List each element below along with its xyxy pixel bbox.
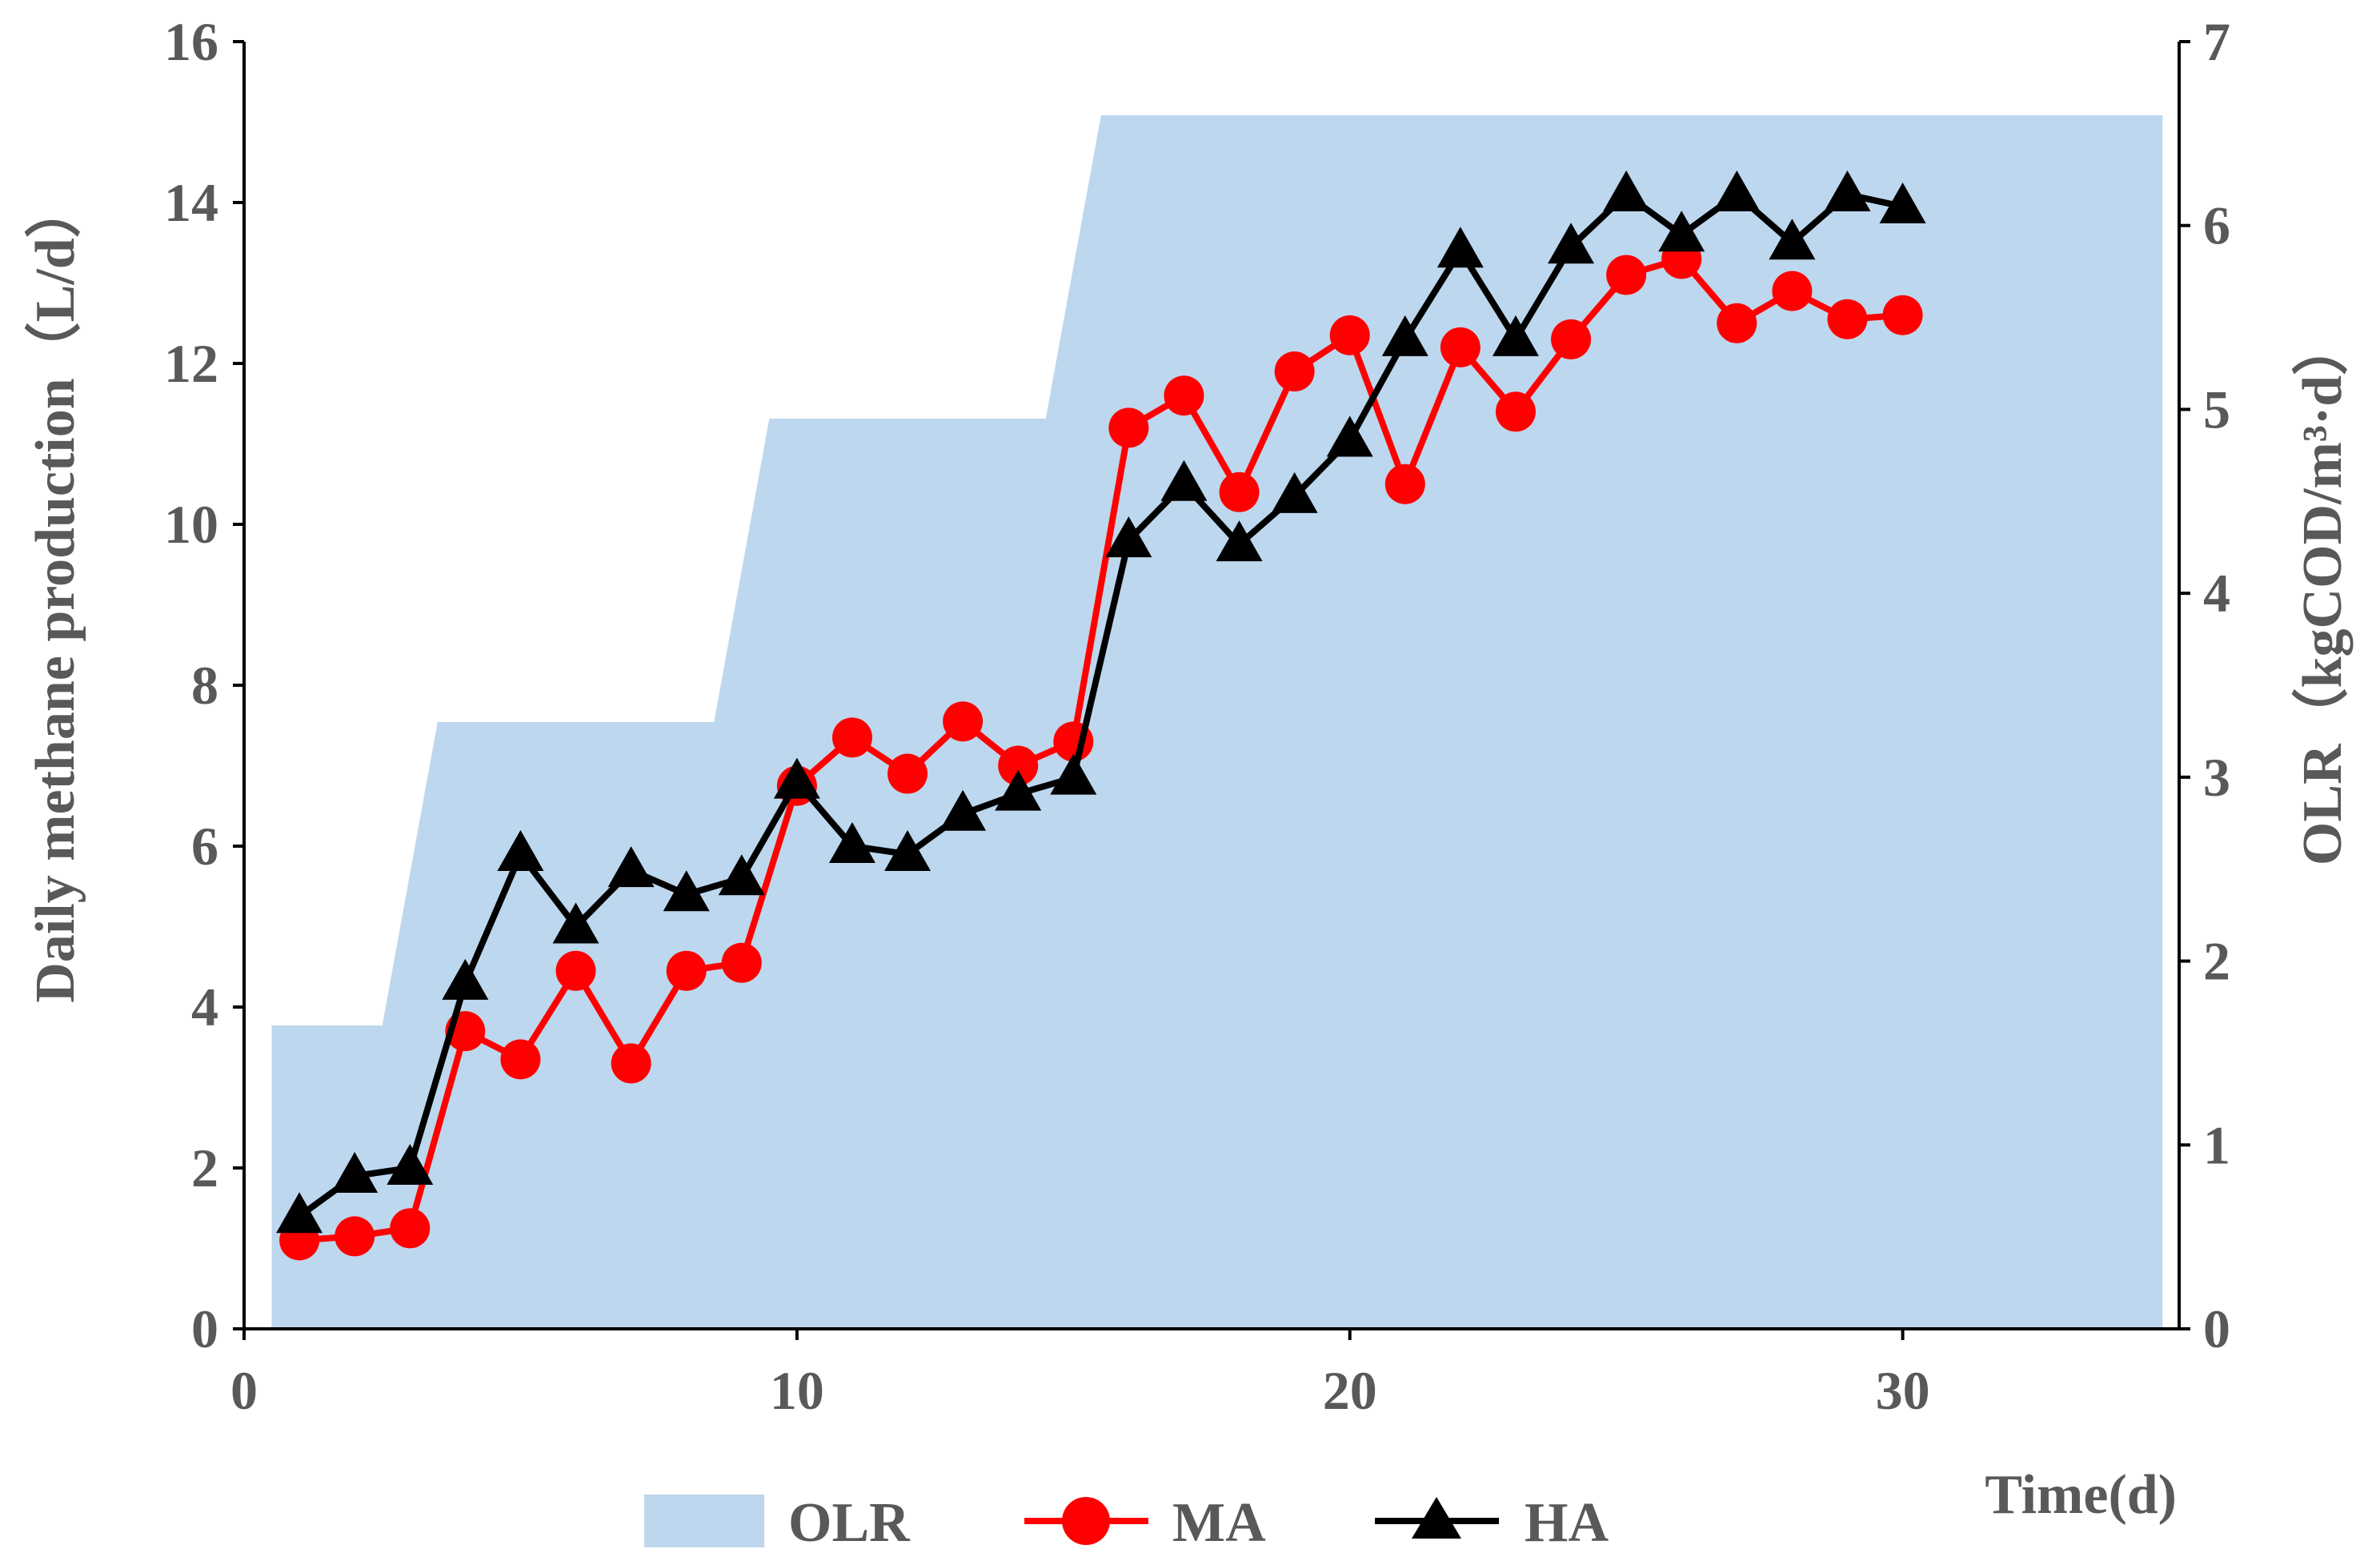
y2-axis-title: OLR（kgCOD/m³·d） [2291,319,2354,865]
point-ha [1216,520,1263,562]
point-ma [1440,327,1480,367]
point-ma [721,942,762,983]
point-ha [1492,315,1539,356]
point-ha [1381,315,1428,356]
point-ma [1882,295,1923,335]
y-tick-label: 0 [191,1298,218,1359]
legend-label-ha: HA [1525,1492,1609,1554]
point-ha [718,854,765,896]
series-ha [276,170,1926,1234]
point-ha [1603,170,1650,211]
y2-tick-label: 3 [2203,747,2230,808]
point-ha [607,846,655,888]
point-ha [1879,183,1926,224]
point-ma [943,701,984,742]
point-ha [884,830,932,872]
axes [233,40,2190,1340]
point-ma [335,1216,375,1257]
point-ma [1551,319,1592,359]
y2-tick-label: 4 [2203,563,2230,624]
y-tick-label: 10 [164,494,218,555]
point-ha [1105,516,1152,558]
point-ma [500,1039,541,1080]
point-ma [1164,375,1204,416]
point-ma [611,1043,651,1084]
point-ha [1271,472,1318,513]
point-ma [666,950,707,991]
point-ma [887,753,928,794]
legend-marker-ha [1412,1497,1461,1539]
y2-tick-label: 7 [2203,11,2230,72]
point-ha [276,1192,323,1234]
x-tick-label: 0 [230,1360,258,1421]
point-ma [831,717,872,758]
x-axis-title: Time(d) [1985,1464,2177,1526]
point-ha [1436,227,1484,268]
point-ha [1658,211,1705,252]
y2-tick-label: 6 [2203,195,2230,256]
point-ma [1827,299,1868,339]
point-ha [1713,170,1761,211]
point-ma [1772,271,1813,311]
x-tick-label: 30 [1876,1360,1930,1421]
point-ha [773,757,820,799]
point-ma [1108,407,1149,448]
point-ha [663,870,710,912]
point-ha [995,769,1042,811]
y-tick-label: 8 [191,655,218,716]
point-ha [1548,223,1595,264]
point-ha [940,789,987,831]
point-ha [1769,219,1816,260]
x-tick-label: 20 [1323,1360,1377,1421]
y-tick-label: 6 [191,816,218,877]
legend: OLR MA HA [644,1492,1609,1554]
point-ha [331,1152,379,1194]
point-ma [1219,472,1260,512]
point-ma [1606,255,1647,295]
point-ma [1717,303,1757,343]
point-ma [390,1208,431,1249]
olr-area [271,114,2163,1329]
y-tick-label: 2 [191,1138,218,1198]
y-tick-label: 4 [191,977,218,1037]
point-ha [442,958,489,1000]
point-ha [552,902,599,944]
point-ma [1384,463,1425,504]
y2-tick-label: 1 [2203,1114,2230,1175]
point-ma [555,950,596,991]
point-ma [1274,351,1315,392]
point-ma [1495,391,1536,432]
x-tick-label: 10 [770,1360,824,1421]
olr-area-layer [271,114,2163,1329]
series-layer [276,170,1926,1261]
point-ha [1050,753,1097,795]
point-ha [1326,415,1373,457]
y-tick-label: 12 [164,333,218,394]
legend-label-olr: OLR [788,1492,911,1554]
legend-label-ma: MA [1172,1492,1266,1554]
point-ha [1160,459,1208,501]
point-ma [1329,315,1370,355]
legend-marker-ma [1062,1497,1110,1545]
y2-tick-label: 2 [2203,931,2230,992]
point-ha [387,1144,434,1185]
y2-tick-label: 0 [2203,1298,2230,1359]
point-ha [1824,170,1871,211]
y-tick-label: 16 [164,11,218,72]
point-ha [497,830,544,872]
y-axis-title: Daily methane production（L/d） [24,182,86,1003]
y2-tick-label: 5 [2203,379,2230,439]
y-tick-label: 14 [164,172,218,233]
point-ha [828,822,875,863]
point-ma [998,745,1039,786]
series-ma [279,239,1923,1261]
legend-swatch-olr [644,1495,764,1547]
